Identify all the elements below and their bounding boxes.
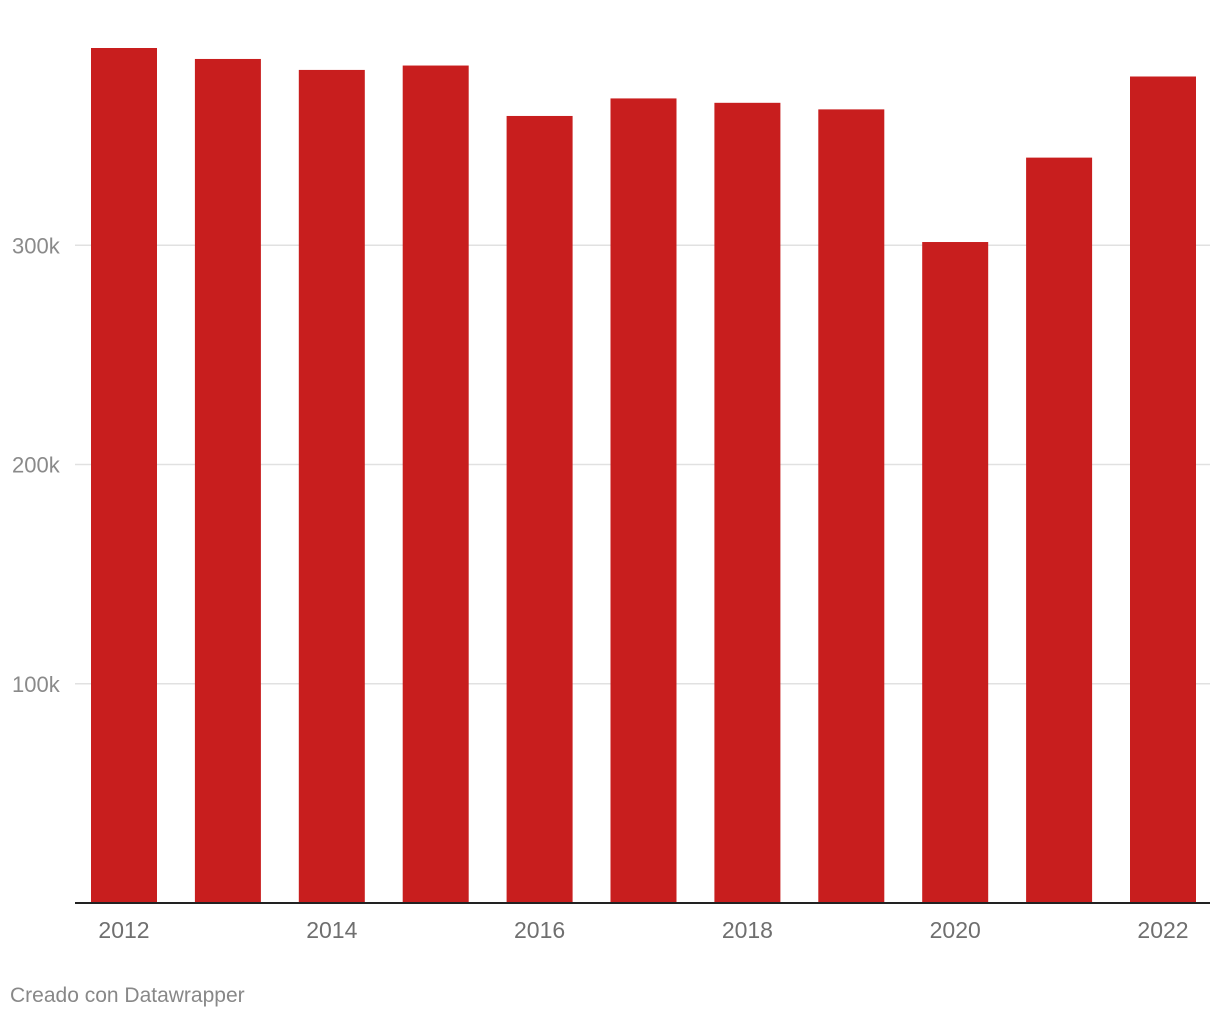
bar-2016[interactable] xyxy=(506,115,573,903)
bar-2020[interactable] xyxy=(922,242,989,903)
x-tick-label: 2022 xyxy=(1137,917,1188,943)
bar-2012[interactable] xyxy=(91,48,157,903)
credit-text[interactable]: Creado con Datawrapper xyxy=(10,984,245,1007)
x-tick-label: 2016 xyxy=(514,917,565,943)
axes: 100k 200k 300k 2012 2014 2016 2018 2020 2022 xyxy=(12,233,1210,943)
bar-2014[interactable] xyxy=(298,69,365,903)
bar-2015[interactable] xyxy=(402,65,469,904)
x-tick-label: 2014 xyxy=(306,917,357,943)
x-tick-label: 2012 xyxy=(98,917,149,943)
y-tick-label: 100k xyxy=(12,672,61,697)
bar-chart: 100k 200k 300k 2012 2014 2016 2018 2020 2022 xyxy=(12,48,1210,943)
bars xyxy=(91,48,1196,904)
bar-2019[interactable] xyxy=(818,109,885,903)
x-tick-label: 2020 xyxy=(930,917,981,943)
y-tick-label: 200k xyxy=(12,453,61,478)
bar-2013[interactable] xyxy=(194,58,261,903)
bar-2021[interactable] xyxy=(1026,157,1093,904)
bar-2017[interactable] xyxy=(610,98,677,903)
y-tick-label: 300k xyxy=(12,233,61,258)
bar-2022[interactable] xyxy=(1130,76,1196,904)
x-tick-label: 2018 xyxy=(722,917,773,943)
bar-2018[interactable] xyxy=(714,102,781,904)
